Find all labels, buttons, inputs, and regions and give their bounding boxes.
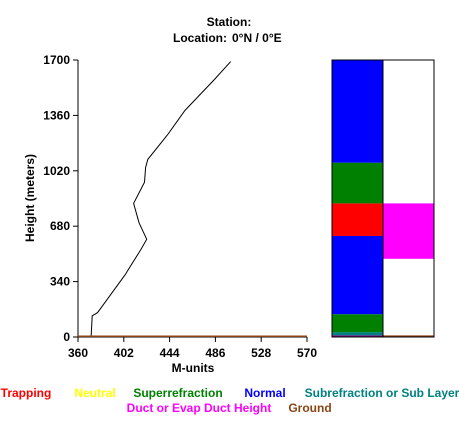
refractivity-bars bbox=[331, 59, 435, 338]
x-axis-label: M-units bbox=[172, 361, 215, 375]
y-tick-label: 1020 bbox=[43, 164, 70, 178]
bar-column-frame bbox=[382, 59, 435, 338]
station-label: Station: bbox=[207, 15, 252, 29]
x-tick-label: 486 bbox=[205, 346, 225, 360]
y-axis-label: Height (meters) bbox=[23, 154, 37, 242]
legend-item: Duct or Evap Duct Height bbox=[127, 401, 272, 415]
bar-segment-superrefraction bbox=[332, 314, 383, 333]
m-unit-profile-line bbox=[90, 61, 232, 338]
bar-segment-subrefraction bbox=[332, 335, 383, 337]
legend-item: Ground bbox=[288, 401, 331, 415]
x-tick-label: 360 bbox=[68, 346, 88, 360]
y-tick-label: 1700 bbox=[43, 53, 70, 67]
bar-segment-ground bbox=[383, 335, 434, 337]
legend: Trapping Neutral Superrefraction Normal Subr… bbox=[1, 386, 459, 415]
y-tick-label: 680 bbox=[50, 219, 70, 233]
legend-item: Subrefraction or Sub Layer bbox=[305, 386, 459, 400]
location-value: 0°N / 0°E bbox=[232, 31, 282, 45]
y-tick-label: 0 bbox=[63, 330, 70, 344]
bar-segment-duct bbox=[383, 203, 434, 259]
plot-area: 0 340 680 1020 1360 1700 360 402 444 486 528 570 bbox=[43, 53, 317, 360]
legend-item: Trapping bbox=[1, 386, 52, 400]
x-tick-label: 402 bbox=[114, 346, 134, 360]
bar-segment-subrefraction bbox=[332, 332, 383, 336]
bar-segment-normal bbox=[332, 235, 383, 315]
y-tick-label: 1360 bbox=[43, 108, 70, 122]
bar-segment-normal bbox=[332, 60, 383, 163]
legend-item: Neutral bbox=[74, 386, 115, 400]
legend-item: Normal bbox=[244, 386, 285, 400]
x-tick-label: 570 bbox=[297, 346, 317, 360]
bar-segment-superrefraction bbox=[332, 162, 383, 204]
legend-item: Superrefraction bbox=[133, 386, 222, 400]
y-tick-label: 340 bbox=[50, 275, 70, 289]
x-tick-label: 444 bbox=[160, 346, 180, 360]
x-tick-label: 528 bbox=[251, 346, 271, 360]
location-label: Location: bbox=[173, 31, 227, 45]
bar-segment-trapping bbox=[332, 203, 383, 236]
